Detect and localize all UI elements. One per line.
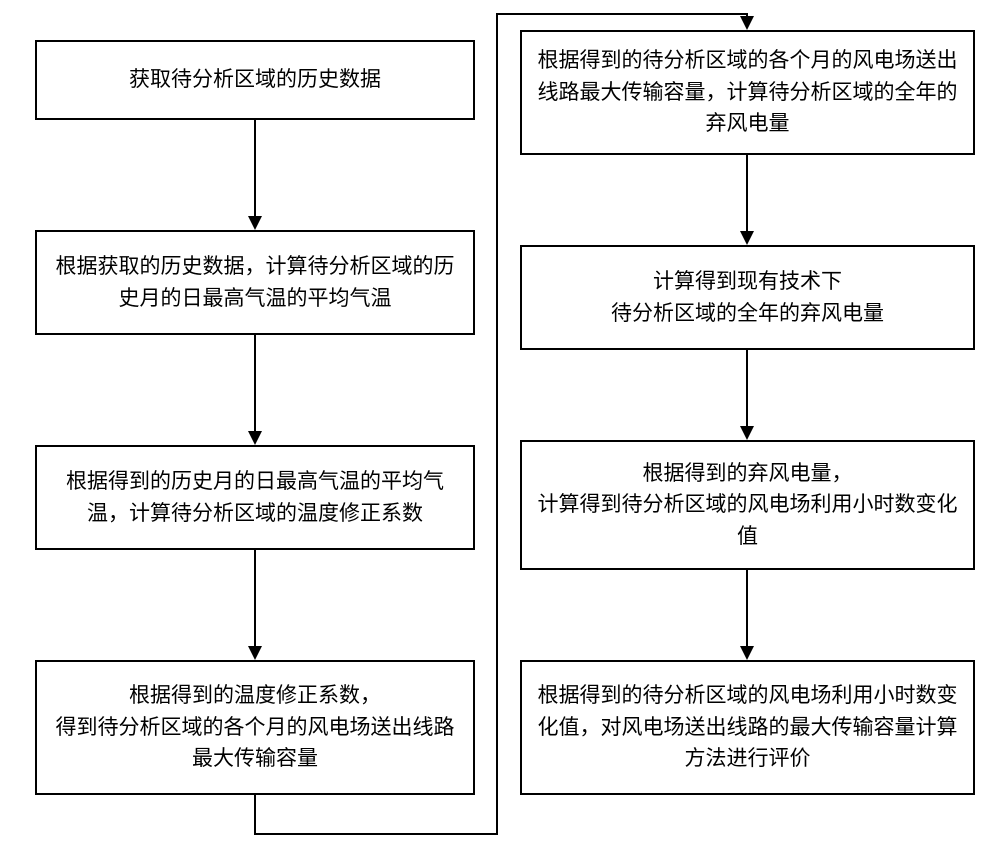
arrow-line: [496, 13, 498, 835]
arrow-line: [254, 120, 256, 216]
node-step-3: 根据得到的历史月的日最高气温的平均气温，计算待分析区域的温度修正系数: [35, 445, 475, 550]
node-label: 根据得到的温度修正系数， 得到待分析区域的各个月的风电场送出线路最大传输容量: [49, 680, 461, 775]
arrow-line: [746, 155, 748, 231]
arrow-line: [254, 335, 256, 431]
node-step-7: 根据得到的弃风电量， 计算得到待分析区域的风电场利用小时数变化值: [520, 440, 975, 570]
arrow-head-icon: [740, 16, 754, 30]
arrow-line: [254, 550, 256, 646]
node-label: 计算得到现有技术下 待分析区域的全年的弃风电量: [611, 266, 884, 329]
flowchart-container: 获取待分析区域的历史数据 根据获取的历史数据，计算待分析区域的历史月的日最高气温…: [0, 0, 1000, 868]
node-step-8: 根据得到的待分析区域的风电场利用小时数变化值，对风电场送出线路的最大传输容量计算…: [520, 660, 975, 795]
node-label: 获取待分析区域的历史数据: [129, 64, 381, 96]
node-label: 根据得到的弃风电量， 计算得到待分析区域的风电场利用小时数变化值: [534, 458, 961, 553]
arrow-head-icon: [248, 216, 262, 230]
arrow-line: [746, 350, 748, 426]
arrow-head-icon: [740, 646, 754, 660]
node-label: 根据得到的待分析区域的风电场利用小时数变化值，对风电场送出线路的最大传输容量计算…: [534, 680, 961, 775]
node-step-6: 计算得到现有技术下 待分析区域的全年的弃风电量: [520, 245, 975, 350]
node-step-2: 根据获取的历史数据，计算待分析区域的历史月的日最高气温的平均气温: [35, 230, 475, 335]
arrow-head-icon: [248, 646, 262, 660]
node-label: 根据得到的待分析区域的各个月的风电场送出线路最大传输容量，计算待分析区域的全年的…: [534, 45, 961, 140]
arrow-head-icon: [248, 431, 262, 445]
arrow-line: [254, 833, 498, 835]
arrow-line: [746, 570, 748, 646]
node-label: 根据获取的历史数据，计算待分析区域的历史月的日最高气温的平均气温: [49, 251, 461, 314]
node-step-1: 获取待分析区域的历史数据: [35, 40, 475, 120]
node-step-5: 根据得到的待分析区域的各个月的风电场送出线路最大传输容量，计算待分析区域的全年的…: [520, 30, 975, 155]
node-step-4: 根据得到的温度修正系数， 得到待分析区域的各个月的风电场送出线路最大传输容量: [35, 660, 475, 795]
node-label: 根据得到的历史月的日最高气温的平均气温，计算待分析区域的温度修正系数: [49, 466, 461, 529]
arrow-line: [254, 795, 256, 835]
arrow-head-icon: [740, 231, 754, 245]
arrow-line: [496, 13, 748, 15]
arrow-head-icon: [740, 426, 754, 440]
